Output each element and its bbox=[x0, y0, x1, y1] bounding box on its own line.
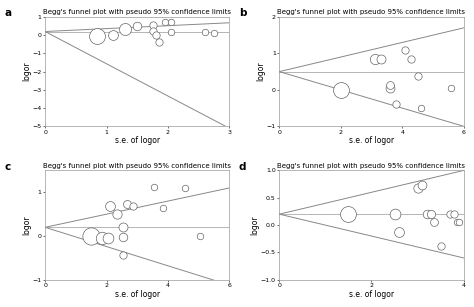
Point bbox=[167, 29, 175, 34]
Point bbox=[106, 204, 113, 209]
Text: b: b bbox=[239, 8, 246, 18]
Point bbox=[123, 202, 130, 207]
Point bbox=[119, 225, 127, 230]
X-axis label: s.e. of logor: s.e. of logor bbox=[115, 136, 160, 145]
Point bbox=[150, 184, 158, 189]
Point bbox=[447, 86, 455, 91]
Y-axis label: logor: logor bbox=[22, 62, 31, 81]
Point bbox=[104, 236, 112, 241]
Point bbox=[419, 183, 426, 188]
Point bbox=[109, 32, 117, 37]
Point bbox=[417, 106, 424, 111]
Point bbox=[134, 24, 141, 29]
Point bbox=[455, 220, 463, 225]
Y-axis label: logor: logor bbox=[256, 62, 265, 81]
Point bbox=[161, 19, 169, 24]
Point bbox=[196, 234, 204, 239]
Point bbox=[386, 83, 394, 88]
Point bbox=[113, 212, 121, 217]
X-axis label: s.e. of logor: s.e. of logor bbox=[115, 290, 160, 299]
Point bbox=[149, 23, 156, 28]
Point bbox=[428, 212, 435, 217]
Point bbox=[93, 33, 101, 38]
Point bbox=[129, 204, 137, 209]
Point bbox=[430, 220, 438, 225]
Title: Begg's funnel plot with pseudo 95% confidence limits: Begg's funnel plot with pseudo 95% confi… bbox=[43, 9, 231, 15]
Point bbox=[119, 252, 127, 257]
Point bbox=[453, 220, 461, 225]
Point bbox=[401, 47, 409, 52]
Text: c: c bbox=[5, 162, 11, 172]
Point bbox=[371, 56, 378, 61]
Point bbox=[160, 205, 167, 210]
Point bbox=[414, 185, 421, 190]
Point bbox=[395, 229, 403, 234]
Text: a: a bbox=[5, 8, 12, 18]
Point bbox=[87, 234, 95, 239]
Title: Begg's funnel plot with pseudo 95% confidence limits: Begg's funnel plot with pseudo 95% confi… bbox=[277, 9, 465, 15]
Point bbox=[408, 56, 415, 61]
Point bbox=[451, 212, 458, 217]
Point bbox=[201, 29, 209, 34]
Title: Begg's funnel plot with pseudo 95% confidence limits: Begg's funnel plot with pseudo 95% confi… bbox=[277, 163, 465, 169]
X-axis label: s.e. of logor: s.e. of logor bbox=[349, 290, 394, 299]
Point bbox=[121, 26, 129, 31]
Point bbox=[98, 236, 106, 241]
Point bbox=[446, 212, 454, 217]
Point bbox=[152, 32, 159, 37]
Point bbox=[337, 87, 345, 92]
Point bbox=[210, 31, 218, 36]
Point bbox=[167, 19, 175, 24]
Text: d: d bbox=[239, 162, 246, 172]
Point bbox=[392, 101, 400, 106]
Point bbox=[181, 185, 189, 190]
Point bbox=[437, 243, 445, 248]
Point bbox=[423, 212, 430, 217]
Y-axis label: logor: logor bbox=[250, 215, 259, 235]
Point bbox=[386, 86, 394, 91]
Point bbox=[377, 56, 384, 61]
Point bbox=[119, 235, 127, 240]
Point bbox=[149, 28, 156, 33]
Point bbox=[414, 74, 421, 79]
Point bbox=[155, 39, 163, 44]
Title: Begg's funnel plot with pseudo 95% confidence limits: Begg's funnel plot with pseudo 95% confi… bbox=[43, 163, 231, 169]
Point bbox=[391, 212, 398, 217]
X-axis label: s.e. of logor: s.e. of logor bbox=[349, 136, 394, 145]
Point bbox=[345, 212, 352, 217]
Y-axis label: logor: logor bbox=[22, 215, 31, 235]
